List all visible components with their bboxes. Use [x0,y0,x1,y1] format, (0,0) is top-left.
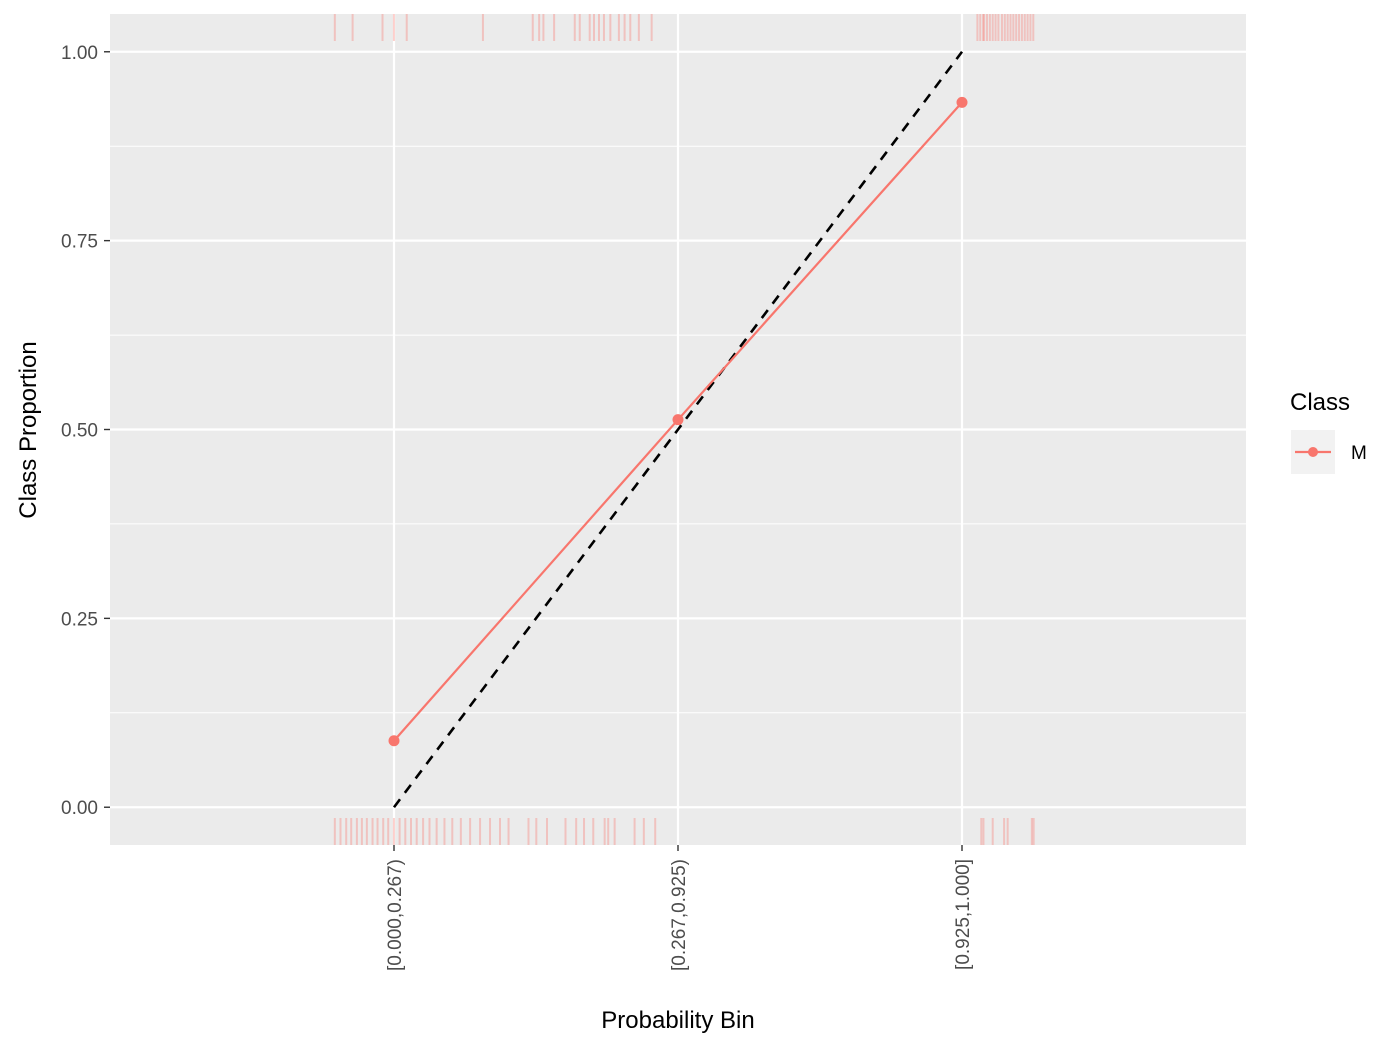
x-axis-title: Probability Bin [601,1007,754,1034]
x-tick-label: [0.267,0.925) [669,859,690,971]
legend: Class M [1290,389,1367,474]
x-tick-label: [0.000,0.267) [385,859,406,971]
series-layer [388,96,968,747]
data-point [388,735,400,747]
legend-label-m: M [1351,443,1367,464]
data-point [956,96,968,108]
legend-key-point [1308,447,1318,457]
y-tick-label: 0.50 [61,421,98,442]
reference-line [392,50,964,809]
data-point [672,414,684,426]
legend-title: Class [1290,389,1350,416]
y-axis-title: Class Proportion [15,341,42,518]
rug-marks [333,14,1035,845]
y-tick-label: 0.00 [61,798,98,819]
y-tick-label: 0.75 [61,232,98,253]
x-tick-label: [0.925,1.000] [953,859,974,970]
reference-diagonal [392,50,964,809]
axes: 0.00 0.25 0.50 0.75 1.00 [0.000,0.267) [0.267,… [61,43,974,971]
y-tick-label: 1.00 [61,43,98,64]
y-tick-label: 0.25 [61,609,98,630]
